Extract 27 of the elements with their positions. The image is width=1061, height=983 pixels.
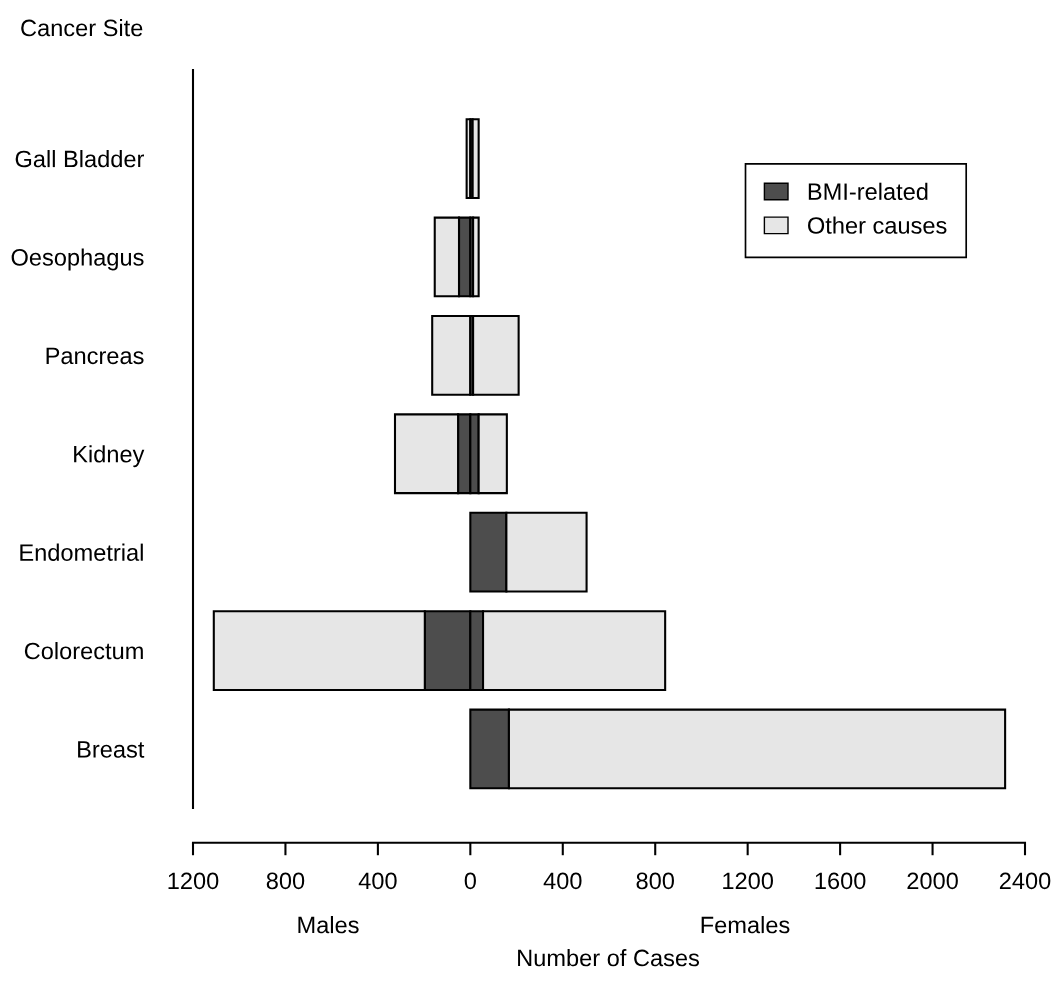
x-tick-label: 400 xyxy=(543,872,582,890)
x-tick-label: 400 xyxy=(358,872,397,890)
y-tick-label: Gall Bladder xyxy=(15,150,144,168)
bar xyxy=(472,314,520,396)
y-tick-label: Breast xyxy=(78,741,145,758)
x-tick-label: 2000 xyxy=(907,872,958,890)
y-tick-label: Kidney xyxy=(74,445,145,468)
x-tick-label: 1200 xyxy=(168,872,219,890)
x-tick-label: 1600 xyxy=(815,872,866,890)
bar xyxy=(472,216,480,298)
text: Males xyxy=(298,915,359,934)
y-tick-label: Pancreas xyxy=(46,347,144,365)
text: Females xyxy=(701,915,790,934)
x-tick-label: 1200 xyxy=(723,872,774,890)
y-tick-label: Endometrial xyxy=(20,543,143,561)
x-axis-title: Number of Cases xyxy=(518,948,700,967)
x-tick-label: 0 xyxy=(464,872,476,890)
x-tick-label: 800 xyxy=(636,872,674,890)
legend-label: Other causes xyxy=(808,216,947,234)
y-tick-label: Colorectum xyxy=(24,642,143,660)
y-tick-label: Oesophagus xyxy=(11,248,144,271)
bar xyxy=(471,118,480,199)
x-tick-label: 2400 xyxy=(999,872,1051,890)
legend-label: BMI-related xyxy=(808,182,928,201)
y-axis-title: Cancer Site xyxy=(21,19,143,37)
bar xyxy=(431,314,472,396)
x-tick-label: 800 xyxy=(266,872,305,890)
